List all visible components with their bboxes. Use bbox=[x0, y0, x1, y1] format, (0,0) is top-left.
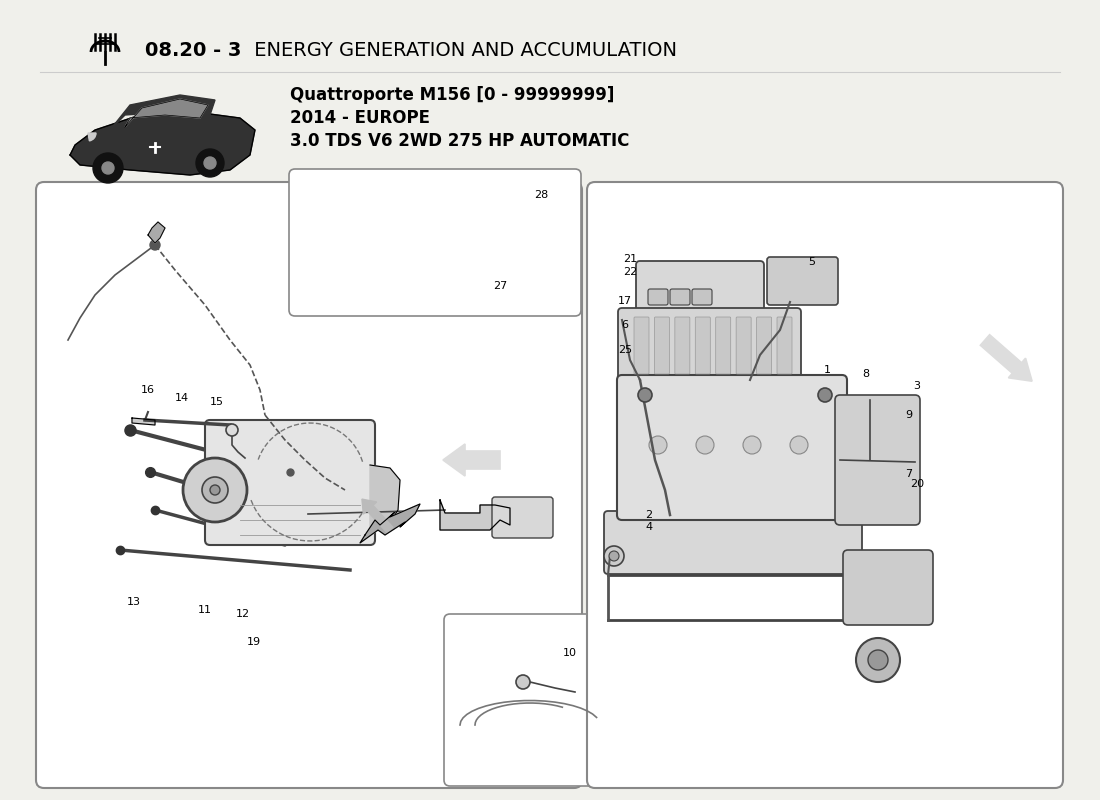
Circle shape bbox=[818, 388, 832, 402]
Text: 16: 16 bbox=[141, 386, 154, 395]
Circle shape bbox=[204, 157, 216, 169]
FancyBboxPatch shape bbox=[777, 317, 792, 374]
Text: 3.0 TDS V6 2WD 275 HP AUTOMATIC: 3.0 TDS V6 2WD 275 HP AUTOMATIC bbox=[290, 132, 629, 150]
FancyBboxPatch shape bbox=[604, 511, 862, 574]
Text: 14: 14 bbox=[175, 393, 188, 402]
Text: 7: 7 bbox=[905, 469, 912, 478]
Polygon shape bbox=[110, 95, 214, 130]
FancyArrow shape bbox=[443, 444, 500, 476]
Circle shape bbox=[742, 436, 761, 454]
FancyBboxPatch shape bbox=[617, 375, 847, 520]
Circle shape bbox=[604, 546, 624, 566]
Wedge shape bbox=[88, 133, 96, 141]
Text: 9: 9 bbox=[905, 410, 912, 420]
Text: 20: 20 bbox=[911, 479, 924, 489]
Text: 22: 22 bbox=[624, 267, 637, 277]
Circle shape bbox=[94, 153, 123, 183]
Circle shape bbox=[516, 675, 530, 689]
Circle shape bbox=[202, 477, 228, 503]
Circle shape bbox=[790, 436, 808, 454]
Polygon shape bbox=[360, 504, 420, 543]
FancyBboxPatch shape bbox=[835, 395, 920, 525]
FancyBboxPatch shape bbox=[767, 257, 838, 305]
Circle shape bbox=[210, 485, 220, 495]
FancyBboxPatch shape bbox=[289, 169, 581, 316]
FancyBboxPatch shape bbox=[636, 261, 764, 324]
FancyBboxPatch shape bbox=[695, 317, 711, 374]
Text: 19: 19 bbox=[248, 638, 261, 647]
Circle shape bbox=[150, 240, 160, 250]
FancyArrow shape bbox=[362, 499, 393, 533]
FancyBboxPatch shape bbox=[716, 317, 730, 374]
FancyBboxPatch shape bbox=[205, 420, 375, 545]
Text: 17: 17 bbox=[618, 296, 631, 306]
FancyBboxPatch shape bbox=[843, 550, 933, 625]
FancyBboxPatch shape bbox=[654, 317, 670, 374]
Text: 8: 8 bbox=[862, 369, 869, 378]
Text: 28: 28 bbox=[535, 190, 548, 200]
Text: 11: 11 bbox=[198, 605, 211, 614]
FancyBboxPatch shape bbox=[670, 289, 690, 305]
Text: 10: 10 bbox=[563, 648, 576, 658]
Text: 08.20 - 3: 08.20 - 3 bbox=[145, 41, 241, 59]
Text: 25: 25 bbox=[618, 346, 631, 355]
FancyBboxPatch shape bbox=[757, 317, 771, 374]
FancyBboxPatch shape bbox=[648, 289, 668, 305]
Text: 1: 1 bbox=[824, 365, 830, 374]
FancyBboxPatch shape bbox=[634, 317, 649, 374]
Circle shape bbox=[609, 551, 619, 561]
Polygon shape bbox=[132, 418, 155, 425]
Circle shape bbox=[196, 149, 224, 177]
Text: 13: 13 bbox=[128, 597, 141, 606]
FancyBboxPatch shape bbox=[492, 497, 553, 538]
FancyBboxPatch shape bbox=[587, 182, 1063, 788]
Text: 2014 - EUROPE: 2014 - EUROPE bbox=[290, 109, 430, 127]
Circle shape bbox=[226, 424, 238, 436]
FancyBboxPatch shape bbox=[618, 308, 801, 384]
FancyBboxPatch shape bbox=[692, 289, 712, 305]
Text: 5: 5 bbox=[808, 257, 815, 266]
Text: 15: 15 bbox=[210, 398, 223, 407]
Circle shape bbox=[868, 650, 888, 670]
Text: 2: 2 bbox=[646, 510, 652, 520]
Polygon shape bbox=[370, 465, 400, 530]
Text: ENERGY GENERATION AND ACCUMULATION: ENERGY GENERATION AND ACCUMULATION bbox=[248, 41, 676, 59]
Circle shape bbox=[102, 162, 114, 174]
Circle shape bbox=[696, 436, 714, 454]
FancyBboxPatch shape bbox=[736, 317, 751, 374]
Text: Quattroporte M156 [0 - 99999999]: Quattroporte M156 [0 - 99999999] bbox=[290, 86, 615, 104]
Text: 21: 21 bbox=[624, 254, 637, 264]
FancyArrow shape bbox=[980, 334, 1032, 381]
Text: 4: 4 bbox=[646, 522, 652, 532]
Text: 3: 3 bbox=[913, 381, 920, 390]
FancyBboxPatch shape bbox=[36, 182, 582, 788]
Circle shape bbox=[856, 638, 900, 682]
Text: 27: 27 bbox=[494, 281, 507, 290]
Circle shape bbox=[649, 436, 667, 454]
Circle shape bbox=[638, 388, 652, 402]
Polygon shape bbox=[440, 500, 510, 530]
Text: 12: 12 bbox=[236, 609, 250, 618]
Circle shape bbox=[183, 458, 248, 522]
FancyBboxPatch shape bbox=[444, 614, 651, 786]
Text: 6: 6 bbox=[621, 320, 628, 330]
Polygon shape bbox=[125, 99, 208, 127]
FancyBboxPatch shape bbox=[675, 317, 690, 374]
Polygon shape bbox=[70, 112, 255, 175]
Polygon shape bbox=[148, 222, 165, 243]
